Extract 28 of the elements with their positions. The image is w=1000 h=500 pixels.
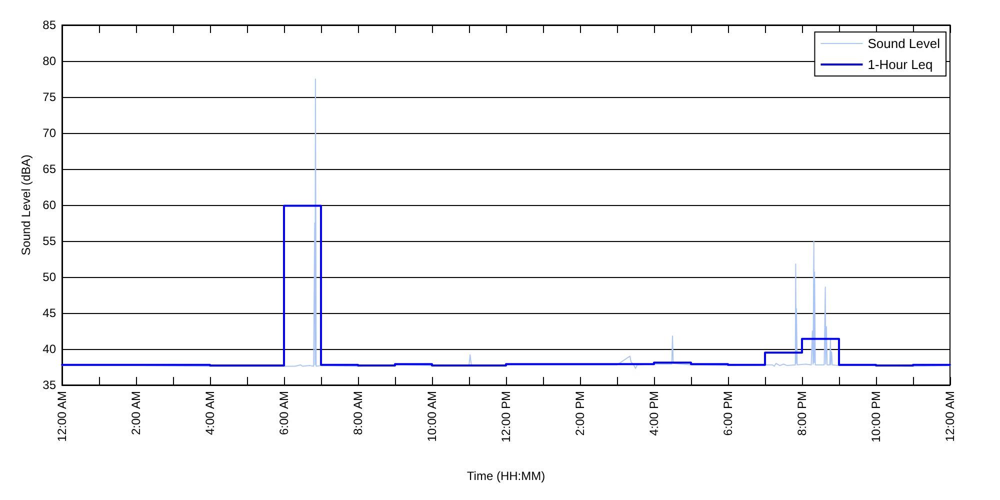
x-tick-label: 8:00 PM — [795, 391, 809, 436]
y-tick-label: 80 — [42, 54, 56, 68]
y-tick-label: 45 — [42, 306, 56, 320]
x-tick-label: 12:00 PM — [499, 391, 513, 442]
y-tick-label: 60 — [42, 198, 56, 212]
y-tick-label: 75 — [42, 90, 56, 104]
x-tick-label: 4:00 AM — [203, 391, 217, 436]
legend-label: Sound Level — [868, 36, 940, 51]
y-tick-label: 85 — [42, 18, 56, 32]
x-tick-label: 2:00 PM — [573, 391, 587, 436]
y-axis-title: Sound Level (dBA) — [18, 154, 33, 256]
x-tick-label: 12:00 AM — [55, 391, 69, 442]
y-tick-label: 65 — [42, 162, 56, 176]
x-tick-label: 10:00 PM — [869, 391, 883, 442]
y-tick-label: 35 — [42, 378, 56, 392]
x-tick-label: 8:00 AM — [351, 391, 365, 436]
x-tick-label: 4:00 PM — [647, 391, 661, 436]
y-tick-label: 70 — [42, 126, 56, 140]
y-tick-label: 40 — [42, 342, 56, 356]
y-tick-label: 55 — [42, 234, 56, 248]
x-tick-label: 10:00 AM — [425, 391, 439, 442]
x-tick-label: 6:00 PM — [721, 391, 735, 436]
x-tick-label: 2:00 AM — [129, 391, 143, 436]
legend-label: 1-Hour Leq — [868, 57, 933, 72]
x-axis-title: Time (HH:MM) — [466, 469, 546, 483]
y-tick-label: 50 — [42, 270, 56, 284]
x-tick-label: 12:00 AM — [943, 391, 957, 442]
x-tick-label: 6:00 AM — [277, 391, 291, 436]
